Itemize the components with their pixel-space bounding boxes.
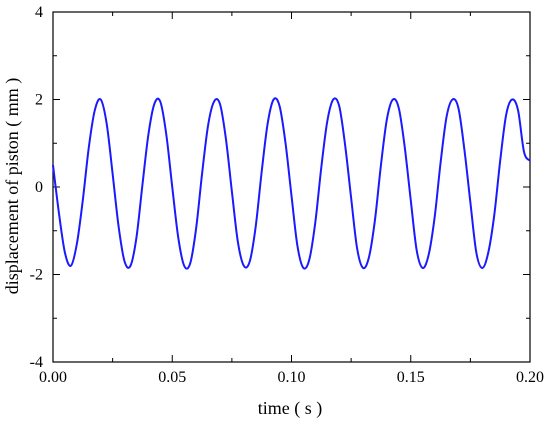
x-tick-label: 0.15 [397, 369, 425, 386]
x-axis-label: time ( s ) [258, 398, 323, 419]
y-tick-label: -2 [30, 267, 43, 284]
series-line-0 [52, 97, 531, 270]
x-tick-label: 0.05 [158, 369, 186, 386]
y-axis-label: displacement of piston ( mm ) [2, 78, 23, 294]
y-tick-label: 0 [35, 179, 43, 196]
x-tick-label: 0.10 [278, 369, 306, 386]
y-tick-label: 2 [35, 92, 43, 109]
y-tick-label: -4 [30, 354, 43, 371]
y-tick-label: 4 [35, 4, 43, 21]
x-tick-label: 0.20 [516, 369, 544, 386]
x-tick-label: 0.00 [39, 369, 67, 386]
